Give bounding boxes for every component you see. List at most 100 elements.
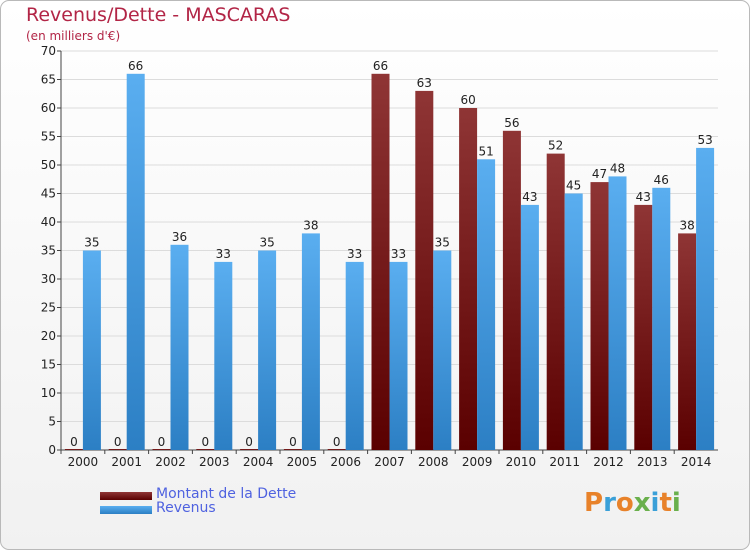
logo-letter: i: [650, 488, 660, 518]
debt-data-label: 38: [679, 218, 694, 232]
revenue-data-label: 35: [259, 236, 274, 250]
debt-data-label: 43: [636, 190, 651, 204]
revenue-bar: [477, 159, 496, 451]
logo-letter: P: [584, 488, 604, 518]
logo-letter: r: [603, 488, 616, 518]
x-tick-label: 2011: [549, 455, 580, 469]
x-tick-label: 2009: [462, 455, 493, 469]
revenue-data-label: 35: [435, 236, 450, 250]
legend-swatch-revenus: [100, 506, 152, 514]
x-tick-label: 2010: [506, 455, 537, 469]
y-tick-label: 10: [41, 386, 56, 400]
debt-bar: [371, 73, 390, 451]
revenue-data-label: 36: [172, 230, 187, 244]
revenue-data-label: 43: [522, 190, 537, 204]
y-tick-label: 40: [41, 215, 56, 229]
legend-label-debt: Montant de la Dette: [156, 486, 297, 502]
y-tick-label: 60: [41, 101, 56, 115]
bars: [64, 73, 715, 451]
x-tick-label: 2008: [418, 455, 449, 469]
y-tick-label: 55: [41, 130, 56, 144]
x-tick-label: 2003: [199, 455, 230, 469]
debt-bar: [64, 449, 83, 450]
debt-bar: [196, 449, 215, 450]
y-tick-label: 20: [41, 329, 56, 343]
debt-data-label: 56: [504, 116, 519, 130]
legend-label-revenus: Revenus: [156, 500, 216, 516]
debt-bar: [678, 233, 697, 450]
revenue-bar: [696, 147, 715, 450]
y-tick-label: 15: [41, 358, 56, 372]
revenue-data-label: 33: [216, 247, 231, 261]
proxiti-logo: Proxiti: [584, 488, 694, 522]
x-tick-label: 2001: [111, 455, 142, 469]
debt-data-label: 0: [333, 435, 341, 449]
revenue-data-label: 53: [697, 133, 712, 147]
x-tick-label: 2013: [637, 455, 668, 469]
y-tick-label: 30: [41, 272, 56, 286]
revenue-bar: [564, 193, 583, 450]
revenue-data-label: 51: [478, 144, 493, 158]
debt-data-label: 47: [592, 167, 607, 181]
revenue-data-label: 66: [128, 59, 143, 73]
y-tick-label: 65: [41, 73, 56, 87]
revenue-data-label: 48: [610, 161, 625, 175]
debt-bar: [283, 449, 302, 450]
debt-bar: [415, 90, 434, 451]
y-tick-label: 25: [41, 301, 56, 315]
debt-data-label: 66: [373, 59, 388, 73]
debt-bar: [152, 449, 171, 450]
debt-bar: [108, 449, 127, 450]
x-tick-label: 2007: [374, 455, 405, 469]
revenue-bar: [608, 176, 627, 450]
debt-bar: [590, 182, 609, 450]
debt-data-label: 0: [70, 435, 78, 449]
logo-letter: x: [633, 488, 651, 518]
revenue-bar: [258, 250, 277, 450]
chart-title: Revenus/Dette - MASCARAS: [26, 4, 291, 26]
revenue-data-label: 33: [347, 247, 362, 261]
debt-bar: [502, 130, 521, 451]
legend-swatch-debt: [100, 492, 152, 500]
revenue-data-label: 35: [84, 236, 99, 250]
x-tick-label: 2012: [593, 455, 624, 469]
revenue-data-label: 33: [391, 247, 406, 261]
debt-data-label: 52: [548, 139, 563, 153]
revenue-bar: [520, 204, 539, 450]
debt-data-label: 0: [245, 435, 253, 449]
debt-data-label: 0: [201, 435, 209, 449]
logo-letter: i: [671, 488, 681, 518]
revenue-data-label: 46: [654, 173, 669, 187]
y-tick-label: 35: [41, 244, 56, 258]
x-tick-label: 2006: [330, 455, 361, 469]
revenue-bar: [170, 244, 189, 450]
x-tick-label: 2005: [287, 455, 318, 469]
x-tick-label: 2002: [155, 455, 186, 469]
x-tick-label: 2000: [68, 455, 99, 469]
revenue-bar: [433, 250, 452, 450]
logo-letter: t: [659, 488, 672, 518]
revenue-bar: [301, 233, 320, 450]
data-labels: 0 35 0 66 0 36 0 33 0 35 0 38 0 33 66 33 63 35 60 51 56 43 52 4…: [70, 59, 713, 449]
revenue-data-label: 38: [303, 218, 318, 232]
y-tick-label: 45: [41, 187, 56, 201]
chart-subtitle: (en milliers d'€): [26, 29, 121, 43]
logo-letter: o: [615, 488, 634, 518]
debt-bar: [459, 108, 478, 450]
debt-data-label: 63: [417, 76, 432, 90]
revenue-bar: [389, 261, 408, 450]
debt-bar: [327, 449, 346, 450]
x-tick-label: 2014: [681, 455, 712, 469]
y-tick-label: 70: [41, 44, 56, 58]
debt-bar: [240, 449, 259, 450]
revenue-bar: [345, 261, 364, 450]
debt-data-label: 0: [114, 435, 122, 449]
debt-data-label: 0: [289, 435, 297, 449]
y-tick-label: 5: [48, 415, 56, 429]
debt-bar: [546, 153, 565, 450]
revenue-bar: [126, 73, 145, 451]
revenue-bar: [82, 250, 101, 450]
debt-data-label: 0: [158, 435, 166, 449]
y-tick-label: 0: [48, 443, 56, 457]
